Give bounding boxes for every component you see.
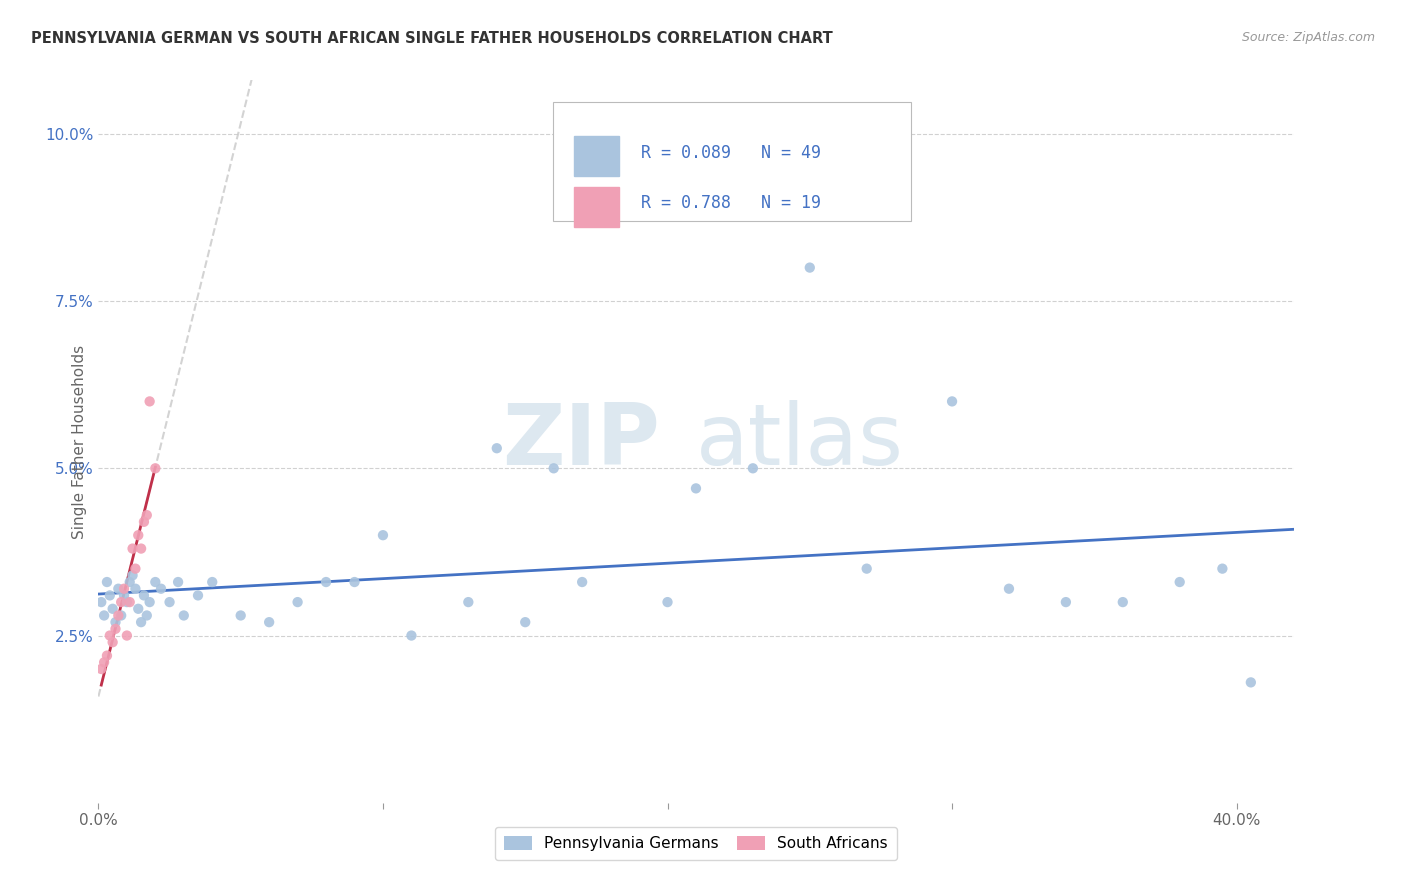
Point (98, 628, 121, 642)
Point (138, 595, 160, 609)
Y-axis label: Single Father Households: Single Father Households (72, 344, 87, 539)
Point (515, 615, 537, 630)
Text: R = 0.089   N = 49: R = 0.089 N = 49 (641, 144, 821, 161)
Point (135, 608, 157, 623)
Point (1211, 562, 1233, 576)
Text: ZIP: ZIP (502, 400, 661, 483)
FancyBboxPatch shape (553, 102, 911, 221)
Point (257, 615, 280, 630)
Point (127, 601, 149, 615)
Point (457, 595, 479, 609)
Point (107, 608, 129, 623)
Point (118, 574, 141, 589)
Point (118, 595, 141, 609)
Point (485, 441, 508, 455)
Text: atlas: atlas (696, 400, 904, 483)
FancyBboxPatch shape (574, 136, 620, 176)
Point (187, 589, 209, 603)
Point (159, 595, 181, 609)
Point (799, 260, 821, 275)
Point (657, 595, 679, 609)
Point (90, 595, 112, 609)
Point (127, 528, 149, 542)
Point (112, 582, 135, 596)
Point (107, 582, 129, 596)
Point (129, 615, 152, 630)
Point (124, 562, 146, 576)
Point (685, 481, 707, 495)
Point (1168, 574, 1191, 589)
Point (167, 574, 190, 589)
Point (998, 582, 1021, 596)
Point (90, 662, 112, 676)
Point (150, 582, 173, 596)
Point (121, 541, 143, 556)
Point (315, 574, 337, 589)
Point (287, 595, 309, 609)
Point (132, 589, 155, 603)
Point (124, 582, 146, 596)
Point (115, 595, 138, 609)
Point (115, 628, 138, 642)
Point (132, 515, 155, 529)
Text: Source: ZipAtlas.com: Source: ZipAtlas.com (1241, 31, 1375, 45)
Point (941, 394, 963, 409)
Point (110, 595, 132, 609)
Point (135, 508, 157, 523)
Point (371, 528, 394, 542)
FancyBboxPatch shape (574, 186, 620, 227)
Point (121, 568, 143, 582)
Point (1112, 595, 1135, 609)
Point (110, 608, 132, 623)
Text: PENNSYLVANIA GERMAN VS SOUTH AFRICAN SINGLE FATHER HOUSEHOLDS CORRELATION CHART: PENNSYLVANIA GERMAN VS SOUTH AFRICAN SIN… (31, 31, 832, 46)
Point (129, 541, 152, 556)
Point (1240, 675, 1263, 690)
Point (401, 628, 423, 642)
Point (101, 601, 124, 615)
Point (1054, 595, 1077, 609)
Point (96, 574, 118, 589)
Text: R = 0.788   N = 19: R = 0.788 N = 19 (641, 194, 821, 212)
Point (104, 615, 127, 630)
Point (138, 394, 160, 409)
Point (229, 608, 252, 623)
Point (143, 461, 166, 475)
Point (93, 608, 115, 623)
Point (173, 608, 195, 623)
Point (96, 648, 118, 663)
Point (101, 635, 124, 649)
Point (741, 461, 763, 475)
Point (93, 655, 115, 669)
Point (343, 574, 366, 589)
Point (104, 622, 127, 636)
Point (143, 574, 166, 589)
Point (112, 589, 135, 603)
Point (98, 589, 121, 603)
Point (855, 562, 877, 576)
Point (571, 574, 593, 589)
Point (201, 574, 224, 589)
Legend: Pennsylvania Germans, South Africans: Pennsylvania Germans, South Africans (495, 827, 897, 860)
Point (543, 461, 565, 475)
